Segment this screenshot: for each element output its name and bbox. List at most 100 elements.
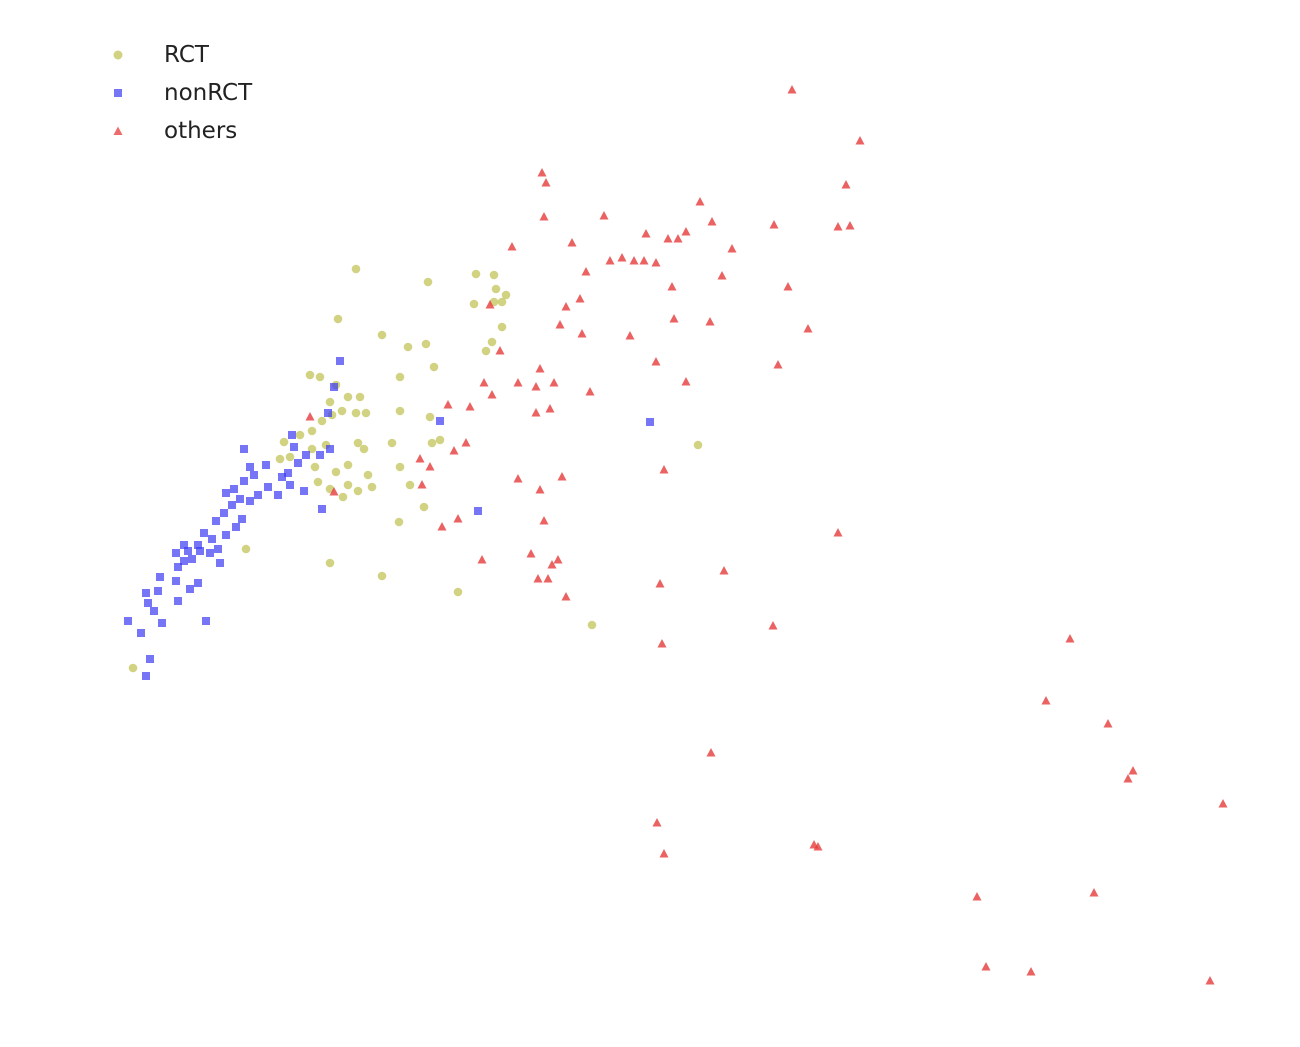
point-others-49 bbox=[549, 378, 559, 387]
point-others-52 bbox=[681, 377, 691, 386]
point-nonrct-17 bbox=[188, 555, 196, 563]
point-nonrct-62 bbox=[646, 418, 654, 426]
point-others-3 bbox=[972, 892, 982, 901]
point-others-7 bbox=[813, 842, 823, 851]
point-nonrct-37 bbox=[246, 497, 254, 505]
point-others-65 bbox=[575, 294, 585, 303]
point-others-30 bbox=[539, 516, 549, 525]
point-others-47 bbox=[513, 378, 523, 387]
point-others-48 bbox=[531, 382, 541, 391]
point-rct-48 bbox=[487, 337, 497, 347]
point-rct-35 bbox=[351, 408, 361, 418]
point-others-57 bbox=[555, 320, 565, 329]
point-nonrct-48 bbox=[262, 461, 270, 469]
point-others-14 bbox=[1041, 696, 1051, 705]
point-others-79 bbox=[663, 234, 673, 243]
point-others-86 bbox=[599, 211, 609, 220]
point-nonrct-9 bbox=[154, 587, 162, 595]
point-rct-20 bbox=[275, 454, 285, 464]
point-rct-1 bbox=[587, 620, 597, 630]
point-others-76 bbox=[507, 242, 517, 251]
point-others-27 bbox=[833, 528, 843, 537]
point-nonrct-33 bbox=[228, 501, 236, 509]
point-rct-26 bbox=[427, 438, 437, 448]
point-rct-53 bbox=[333, 314, 343, 324]
point-others-25 bbox=[477, 555, 487, 564]
point-rct-30 bbox=[295, 430, 305, 440]
point-others-0 bbox=[981, 962, 991, 971]
point-others-42 bbox=[465, 402, 475, 411]
point-nonrct-3 bbox=[158, 619, 166, 627]
point-nonrct-34 bbox=[236, 495, 244, 503]
point-others-59 bbox=[625, 331, 635, 340]
point-nonrct-51 bbox=[302, 451, 310, 459]
point-nonrct-4 bbox=[124, 617, 132, 625]
point-rct-21 bbox=[285, 452, 295, 462]
point-others-88 bbox=[695, 197, 705, 206]
point-rct-13 bbox=[313, 477, 323, 487]
point-others-17 bbox=[768, 621, 778, 630]
point-rct-17 bbox=[310, 462, 320, 472]
point-others-22 bbox=[547, 560, 557, 569]
point-nonrct-13 bbox=[172, 577, 180, 585]
point-nonrct-38 bbox=[254, 491, 262, 499]
point-others-33 bbox=[557, 472, 567, 481]
point-others-8 bbox=[652, 818, 662, 827]
legend-label-rct: RCT bbox=[164, 42, 209, 68]
point-nonrct-6 bbox=[144, 599, 152, 607]
point-others-51 bbox=[585, 387, 595, 396]
legend-marker-nonrct bbox=[114, 89, 122, 97]
point-nonrct-60 bbox=[436, 417, 444, 425]
point-rct-31 bbox=[307, 426, 317, 436]
point-others-36 bbox=[425, 462, 435, 471]
point-others-53 bbox=[651, 357, 661, 366]
point-rct-29 bbox=[279, 437, 289, 447]
point-others-85 bbox=[539, 212, 549, 221]
point-nonrct-41 bbox=[250, 471, 258, 479]
point-nonrct-39 bbox=[264, 483, 272, 491]
point-others-44 bbox=[545, 404, 555, 413]
point-others-74 bbox=[651, 258, 661, 267]
point-rct-8 bbox=[338, 492, 348, 502]
point-others-5 bbox=[659, 849, 669, 858]
point-rct-5 bbox=[241, 544, 251, 554]
point-nonrct-44 bbox=[300, 487, 308, 495]
point-others-91 bbox=[537, 168, 547, 177]
point-others-34 bbox=[329, 487, 339, 496]
point-rct-15 bbox=[405, 480, 415, 490]
point-nonrct-5 bbox=[150, 607, 158, 615]
point-rct-19 bbox=[395, 462, 405, 472]
point-others-29 bbox=[453, 514, 463, 523]
point-others-71 bbox=[617, 253, 627, 262]
point-others-4 bbox=[1089, 888, 1099, 897]
point-rct-28 bbox=[359, 444, 369, 454]
point-nonrct-30 bbox=[220, 509, 228, 517]
point-nonrct-36 bbox=[230, 485, 238, 493]
point-others-31 bbox=[535, 485, 545, 494]
point-others-84 bbox=[845, 221, 855, 230]
point-others-82 bbox=[769, 220, 779, 229]
point-nonrct-16 bbox=[180, 557, 188, 565]
point-rct-39 bbox=[355, 392, 365, 402]
point-rct-61 bbox=[489, 270, 499, 280]
point-rct-44 bbox=[305, 370, 315, 380]
point-rct-59 bbox=[423, 277, 433, 287]
point-others-50 bbox=[535, 364, 545, 373]
point-rct-36 bbox=[361, 408, 371, 418]
point-others-92 bbox=[855, 136, 865, 145]
point-others-11 bbox=[1128, 766, 1138, 775]
point-others-37 bbox=[415, 454, 425, 463]
point-others-41 bbox=[443, 400, 453, 409]
point-rct-63 bbox=[693, 440, 703, 450]
point-others-9 bbox=[1218, 799, 1228, 808]
point-nonrct-7 bbox=[202, 617, 210, 625]
point-nonrct-55 bbox=[290, 443, 298, 451]
point-nonrct-40 bbox=[240, 477, 248, 485]
point-others-16 bbox=[1065, 634, 1075, 643]
point-others-43 bbox=[531, 408, 541, 417]
legend-label-nonrct: nonRCT bbox=[164, 80, 253, 106]
point-rct-14 bbox=[363, 470, 373, 480]
point-nonrct-47 bbox=[246, 463, 254, 471]
point-nonrct-20 bbox=[196, 547, 204, 555]
